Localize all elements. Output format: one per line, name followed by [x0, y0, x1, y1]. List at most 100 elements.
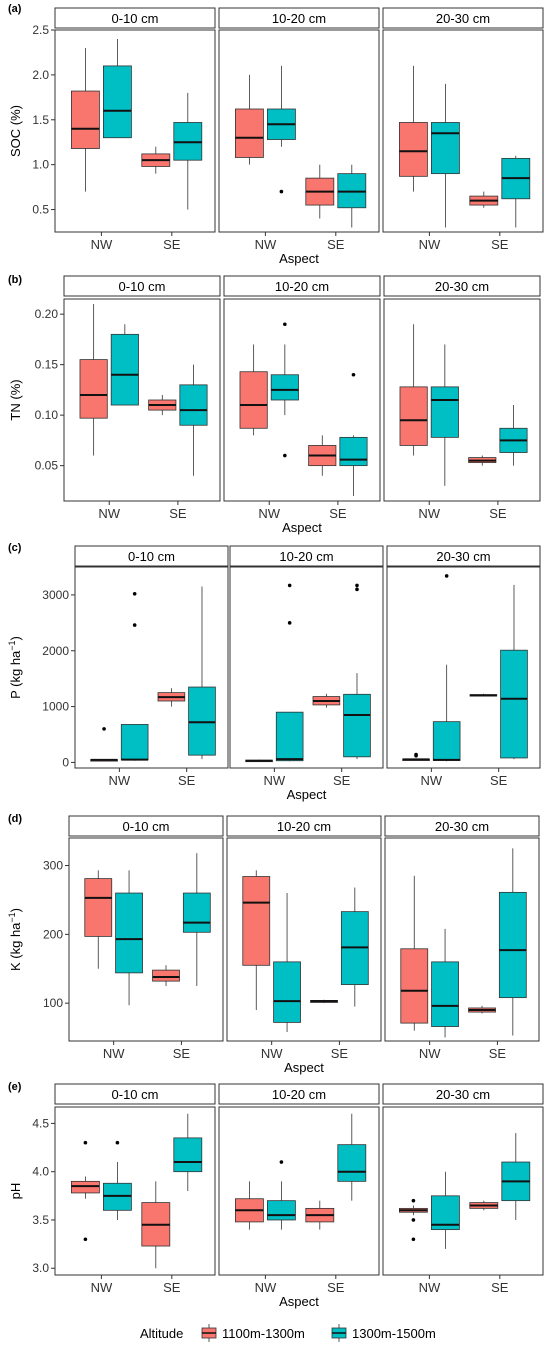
facet-strip-label: 0-10 cm	[112, 11, 159, 26]
x-axis-label: Aspect	[287, 787, 327, 802]
facet-strip	[384, 815, 540, 837]
y-tick-label: 1.0	[32, 158, 49, 172]
panel-frame	[68, 837, 224, 1042]
facet-strip-label: 20-30 cm	[436, 549, 490, 564]
box	[339, 436, 368, 467]
box	[242, 876, 271, 966]
facet-strip-label: 10-20 cm	[272, 1087, 326, 1102]
facet-strip	[386, 545, 541, 567]
panel-frame	[384, 837, 540, 1042]
legend-title: Altitude	[140, 1326, 183, 1341]
box	[173, 1137, 203, 1173]
panel-tag: (a)	[8, 3, 22, 15]
x-tick-label: NW	[91, 237, 113, 252]
y-tick-label: 1000	[42, 700, 69, 714]
facet-strip-label: 0-10 cm	[112, 1087, 159, 1102]
outlier-point	[411, 1218, 416, 1222]
box	[337, 1144, 367, 1182]
facet-strip-label: 0-10 cm	[119, 279, 166, 294]
x-tick-label: SE	[327, 237, 345, 252]
outlier-point	[102, 727, 106, 731]
box	[79, 359, 108, 419]
x-tick-label: NW	[109, 773, 131, 788]
x-tick-label: NW	[255, 237, 277, 252]
facet-strip	[229, 545, 384, 567]
box	[273, 961, 301, 1023]
x-tick-label: NW	[261, 1046, 283, 1061]
facet-strip-label: 20-30 cm	[435, 819, 489, 834]
y-axis-label: P (kg ha−1)	[7, 636, 23, 699]
box	[343, 693, 371, 758]
box	[239, 371, 268, 429]
y-tick-label: 3.5	[32, 1213, 49, 1227]
box	[398, 122, 428, 177]
x-tick-label: SE	[327, 1280, 345, 1295]
y-tick-label: 4.0	[32, 1165, 49, 1179]
box	[103, 65, 132, 139]
x-tick-label: NW	[255, 1280, 277, 1295]
panel-tag: (b)	[8, 274, 22, 286]
y-tick-label: 100	[43, 996, 63, 1010]
y-tick-label: 0.10	[35, 408, 59, 422]
panel-frame	[74, 566, 229, 769]
x-tick-label: NW	[419, 237, 441, 252]
box	[115, 892, 143, 974]
y-axis-label: pH	[8, 1183, 23, 1200]
panel-frame	[54, 1106, 216, 1276]
outlier-point	[355, 587, 359, 592]
box	[179, 384, 208, 426]
x-tick-label: SE	[489, 1046, 507, 1061]
facet-strip-label: 0-10 cm	[128, 549, 175, 564]
facet-strip	[63, 275, 221, 297]
y-tick-label: 0.5	[32, 203, 49, 217]
facet-strip-label: 20-30 cm	[436, 11, 490, 26]
x-tick-label: NW	[264, 773, 286, 788]
outlier-point	[283, 322, 287, 327]
box	[188, 686, 216, 756]
x-tick-label: NW	[258, 506, 280, 521]
outlier-point	[279, 1160, 284, 1164]
y-tick-label: 3.0	[32, 1261, 49, 1275]
y-tick-label: 0	[62, 755, 69, 769]
box	[84, 878, 113, 937]
outlier-point	[83, 1140, 88, 1145]
box	[500, 649, 528, 759]
outlier-point	[444, 574, 449, 578]
outlier-point	[287, 621, 292, 625]
y-axis-label: K (kg ha−1)	[7, 908, 23, 971]
facet-strip	[54, 7, 216, 29]
facet-strip	[218, 7, 380, 29]
box	[430, 122, 460, 175]
box	[110, 333, 139, 406]
panel-frame	[229, 566, 384, 769]
outlier-point	[287, 583, 292, 588]
outlier-point	[132, 592, 137, 596]
y-tick-label: 200	[43, 927, 63, 941]
facet-strip	[68, 815, 224, 837]
outlier-point	[411, 1237, 416, 1242]
y-tick-label: 0.05	[35, 459, 59, 473]
panel-frame	[218, 1106, 380, 1276]
outlier-point	[132, 623, 137, 627]
x-tick-label: SE	[333, 773, 351, 788]
x-tick-label: NW	[419, 1280, 441, 1295]
facet-strip-label: 10-20 cm	[279, 549, 333, 564]
x-tick-label: NW	[103, 1046, 125, 1061]
facet-strip	[223, 275, 381, 297]
box	[498, 891, 527, 999]
facet-strip	[382, 7, 544, 29]
panel-frame	[386, 566, 541, 769]
x-tick-label: NW	[418, 506, 440, 521]
facet-strip-label: 20-30 cm	[435, 279, 489, 294]
x-tick-label: NW	[421, 773, 443, 788]
panel-frame	[54, 29, 216, 233]
facet-strip-label: 10-20 cm	[275, 279, 329, 294]
outlier-point	[283, 453, 287, 458]
y-tick-label: 300	[43, 859, 63, 873]
panel-tag: (e)	[8, 1081, 22, 1093]
panel-frame	[382, 29, 544, 233]
x-tick-label: SE	[491, 237, 509, 252]
x-tick-label: SE	[329, 506, 347, 521]
box	[234, 108, 264, 158]
facet-strip	[383, 275, 541, 297]
